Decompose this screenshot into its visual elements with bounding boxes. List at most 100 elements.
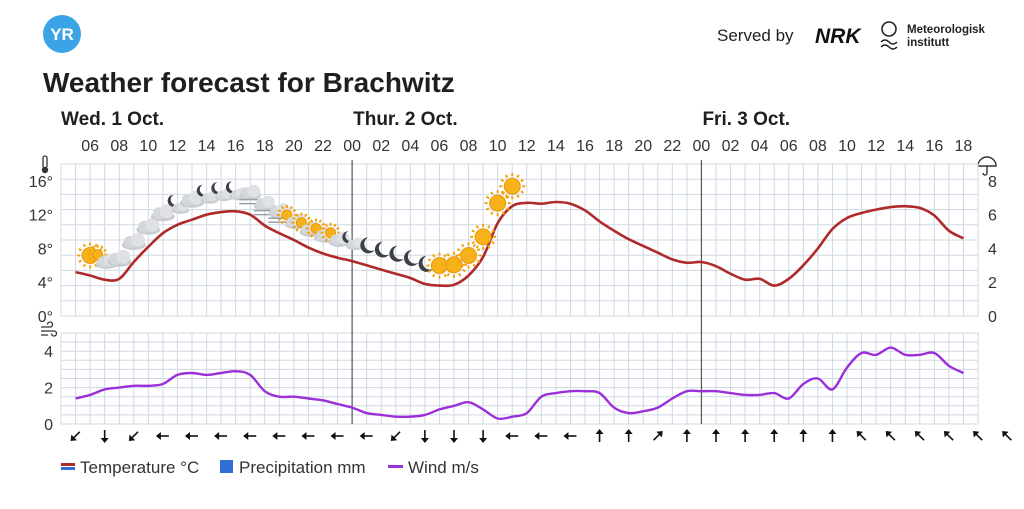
moon-shape	[196, 184, 208, 197]
hour-label: 08	[110, 138, 128, 155]
sun-ray	[446, 272, 450, 277]
sun-ray	[471, 241, 475, 245]
sun-icon	[484, 190, 511, 217]
sun-ray	[321, 235, 325, 239]
sun-ray	[292, 225, 296, 229]
wind-arrow-head	[563, 431, 569, 440]
yr-logo-text: YR	[50, 25, 74, 44]
sun-ray	[333, 223, 337, 228]
wind-arrow-head	[828, 429, 837, 434]
sun-ray	[289, 205, 293, 210]
cloud-icon	[107, 249, 132, 267]
wind-arrow-icon	[185, 432, 198, 440]
wind-line	[75, 346, 964, 421]
sun-ray	[442, 268, 446, 273]
wind-arrow-icon	[479, 430, 488, 443]
page-title: Weather forecast for Brachwitz	[43, 67, 455, 98]
wind-arrow-head	[624, 429, 633, 434]
hour-label: 14	[896, 138, 914, 155]
hour-label: 02	[722, 138, 740, 155]
cloud-puff	[116, 249, 131, 264]
partly-cloudy-day-icon	[320, 222, 351, 247]
hour-label: 12	[169, 138, 187, 155]
wind-arrow-icon	[100, 430, 109, 443]
met-logo-circle	[881, 21, 897, 37]
served-by-label: Served by	[717, 26, 794, 45]
cloud-puff	[145, 217, 160, 232]
yr-logo[interactable]: YR	[43, 15, 81, 53]
sun-ray	[281, 205, 285, 210]
sun-ray	[520, 190, 524, 194]
hour-label: 08	[809, 138, 827, 155]
sun-ray	[304, 213, 308, 218]
wind-direction-arrows	[70, 429, 1012, 443]
sun-ray	[103, 248, 107, 253]
wind-arrow-icon	[1002, 431, 1012, 441]
wind-arrow-head	[856, 431, 863, 438]
sun-ray	[501, 211, 506, 215]
moon-shape	[225, 181, 237, 194]
legend-wind-label: Wind m/s	[408, 458, 479, 477]
wind-arrow-head	[505, 431, 511, 440]
sun-ray	[500, 190, 505, 194]
cloud-puff	[130, 232, 145, 247]
sun-ray	[472, 243, 476, 248]
sun-ray	[307, 216, 311, 220]
cloud-puff	[159, 204, 174, 219]
wind-arrow-icon	[301, 431, 315, 440]
wind-arrow-head	[100, 438, 109, 443]
moon-shape	[167, 194, 179, 207]
wind-arrow-head	[390, 434, 398, 441]
sun-ray	[516, 174, 520, 179]
sun-ray	[443, 253, 447, 258]
wind-arrow-icon	[359, 432, 373, 441]
hour-label: 04	[401, 138, 419, 155]
wind-arrow-head	[185, 432, 190, 440]
hour-label: 10	[838, 138, 856, 155]
moon-icon	[374, 241, 390, 258]
thermometer-icon	[41, 155, 49, 174]
sun-ray	[277, 209, 282, 213]
wind-arrow-head	[799, 429, 808, 434]
sun-disc	[460, 246, 478, 264]
wind-arrow-icon	[799, 429, 808, 442]
met-logo[interactable]: Meteorologisk institutt	[880, 21, 986, 50]
hour-label: 00	[343, 138, 361, 155]
sun-ray	[443, 273, 447, 278]
moon-icon	[389, 245, 404, 262]
sun-ray	[94, 263, 98, 268]
wind-arrow-head	[885, 431, 893, 438]
wind-arrow-head	[712, 429, 720, 434]
wind-arrow-head	[770, 429, 779, 434]
sun-ray	[321, 226, 325, 231]
wind-series	[75, 346, 964, 421]
sun-ray	[281, 220, 285, 225]
legend-temperature-label: Temperature °C	[80, 458, 199, 477]
sun-ray	[520, 178, 524, 183]
day-label: Thur. 2 Oct.	[353, 109, 458, 130]
sun-ray	[485, 207, 490, 211]
nrk-logo[interactable]: NRK	[815, 25, 862, 48]
fog-icon	[239, 184, 262, 205]
hour-label: 14	[198, 138, 216, 155]
sun-ray	[306, 222, 311, 226]
hour-label: 12	[518, 138, 536, 155]
wind-arrow-icon	[505, 431, 519, 440]
wind-arrow-head	[943, 431, 951, 438]
wind-arrow-head	[70, 434, 77, 441]
sun-ray	[472, 263, 476, 268]
wind-tick-label: 2	[44, 381, 53, 398]
legend-precipitation-label: Precipitation mm	[239, 458, 366, 477]
cloud-icon	[180, 190, 204, 208]
wind-arrow-icon	[741, 429, 750, 442]
hour-label: 14	[547, 138, 565, 155]
temperature-tick-label: 8°	[38, 241, 53, 258]
sun-ray	[324, 223, 328, 228]
wind-arrow-icon	[828, 429, 837, 442]
wind-arrow-icon	[712, 429, 720, 442]
cloud-icon	[136, 217, 161, 235]
sun-ray	[318, 219, 322, 223]
hour-label: 22	[314, 138, 332, 155]
legend: Temperature °C Precipitation mm Wind m/s	[61, 458, 479, 477]
